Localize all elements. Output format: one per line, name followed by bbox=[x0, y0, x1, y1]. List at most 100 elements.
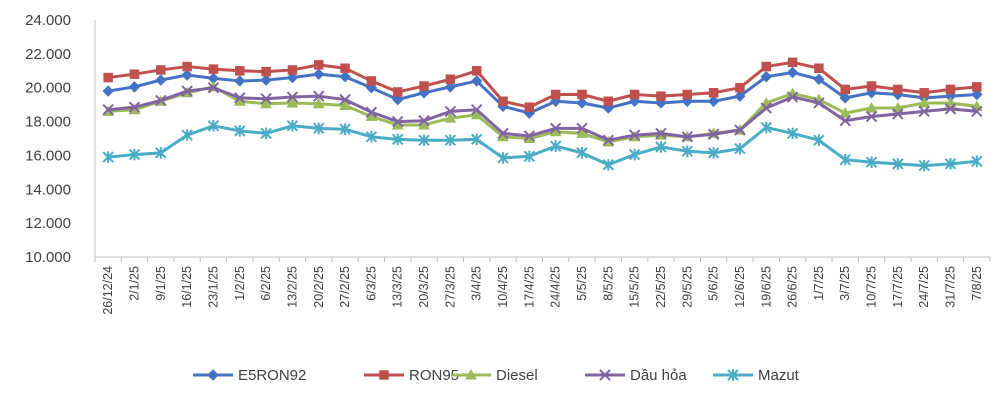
series-diesel bbox=[102, 80, 983, 147]
x-tick-label: 29/5/25 bbox=[680, 266, 694, 308]
data-point bbox=[760, 102, 772, 114]
x-tick-label: 16/1/25 bbox=[180, 266, 194, 308]
data-point bbox=[919, 88, 929, 98]
series-d-u-h-a bbox=[102, 82, 983, 146]
data-point bbox=[365, 106, 378, 118]
data-point bbox=[128, 148, 141, 161]
y-tick-label: 12.000 bbox=[25, 215, 71, 232]
x-tick-label: 13/3/25 bbox=[391, 266, 405, 308]
data-point bbox=[629, 89, 640, 100]
series-line bbox=[108, 85, 978, 144]
series-lines bbox=[102, 57, 983, 172]
data-point bbox=[339, 93, 351, 106]
data-point bbox=[155, 94, 167, 107]
data-point bbox=[813, 73, 825, 85]
x-tick-label: 20/3/25 bbox=[417, 266, 431, 308]
data-point bbox=[602, 134, 615, 146]
data-point bbox=[576, 97, 588, 109]
data-point bbox=[918, 159, 930, 172]
x-tick-label: 9/1/25 bbox=[154, 266, 168, 301]
data-point bbox=[839, 107, 852, 118]
data-point bbox=[523, 150, 536, 163]
data-point bbox=[445, 74, 456, 84]
data-point bbox=[312, 97, 325, 109]
data-point bbox=[260, 127, 272, 140]
data-point bbox=[549, 122, 562, 135]
data-point bbox=[235, 66, 245, 76]
x-tick-label: 10/7/25 bbox=[865, 266, 879, 308]
data-point bbox=[444, 112, 457, 123]
legend-marker bbox=[207, 369, 219, 381]
data-point bbox=[971, 105, 983, 118]
data-point bbox=[681, 145, 693, 157]
data-point bbox=[971, 155, 983, 168]
data-point bbox=[498, 96, 508, 107]
legend-item: Mazut bbox=[713, 367, 800, 384]
data-point bbox=[286, 96, 299, 108]
x-tick-label: 8/5/25 bbox=[601, 266, 615, 301]
data-point bbox=[839, 153, 851, 166]
data-point bbox=[550, 89, 561, 100]
data-point bbox=[102, 151, 114, 163]
data-point bbox=[735, 82, 745, 93]
data-point bbox=[261, 66, 271, 77]
x-axis: 26/12/24 2/1/25 9/1/25 16/1/25 23/1/25 1/2/25… bbox=[94, 256, 991, 315]
x-tick-label: 23/1/25 bbox=[206, 266, 220, 308]
data-point bbox=[260, 93, 272, 105]
data-point bbox=[181, 69, 193, 81]
data-point bbox=[761, 61, 771, 72]
legend-label: Dầu hỏa bbox=[630, 367, 687, 384]
data-point bbox=[339, 99, 351, 110]
series-mazut bbox=[102, 120, 983, 172]
data-point bbox=[470, 104, 483, 116]
data-point bbox=[207, 82, 220, 94]
x-tick-label: 5/5/25 bbox=[575, 266, 589, 301]
legend-marker bbox=[465, 368, 477, 380]
data-point bbox=[103, 72, 113, 83]
data-point bbox=[470, 133, 483, 146]
data-point bbox=[286, 120, 299, 132]
data-point bbox=[760, 121, 772, 134]
x-tick-label: 27/3/25 bbox=[443, 266, 457, 308]
x-tick-label: 2/1/25 bbox=[127, 266, 141, 301]
data-point bbox=[339, 123, 351, 135]
y-tick-label: 10.000 bbox=[25, 249, 71, 266]
legend-label: E5RON92 bbox=[238, 367, 306, 384]
y-tick-label: 24.000 bbox=[25, 12, 71, 29]
data-point bbox=[182, 61, 192, 72]
legend-item: Dầu hỏa bbox=[585, 367, 687, 384]
data-point bbox=[497, 127, 509, 140]
data-point bbox=[918, 105, 930, 118]
data-point bbox=[129, 69, 140, 79]
x-tick-label: 22/5/25 bbox=[654, 266, 668, 308]
data-point bbox=[128, 81, 141, 93]
x-tick-label: 12/6/25 bbox=[733, 266, 747, 308]
data-point bbox=[234, 125, 246, 137]
x-tick-label: 13/2/25 bbox=[285, 266, 299, 308]
data-point bbox=[314, 60, 324, 70]
x-tick-label: 15/5/25 bbox=[628, 266, 642, 308]
data-point bbox=[602, 158, 615, 171]
data-point bbox=[418, 115, 430, 127]
data-point bbox=[208, 64, 219, 74]
x-tick-label: 26/12/24 bbox=[101, 266, 115, 315]
y-tick-label: 16.000 bbox=[25, 147, 71, 164]
data-point bbox=[944, 158, 957, 170]
data-point bbox=[707, 128, 720, 140]
x-tick-label: 26/6/25 bbox=[786, 266, 800, 308]
x-tick-label: 24/7/25 bbox=[917, 266, 931, 308]
data-point bbox=[155, 74, 167, 86]
data-point bbox=[313, 122, 325, 135]
legend-item: Diesel bbox=[451, 367, 538, 384]
x-tick-label: 20/2/25 bbox=[312, 266, 326, 308]
data-point bbox=[470, 75, 483, 87]
data-point bbox=[392, 93, 404, 106]
x-tick-label: 3/7/25 bbox=[838, 266, 852, 301]
data-point bbox=[102, 104, 114, 116]
legend-label: Mazut bbox=[758, 367, 800, 384]
data-point bbox=[419, 81, 429, 91]
data-point bbox=[787, 57, 798, 68]
data-point bbox=[682, 89, 693, 100]
legend-marker bbox=[599, 369, 611, 381]
data-point bbox=[681, 131, 693, 143]
